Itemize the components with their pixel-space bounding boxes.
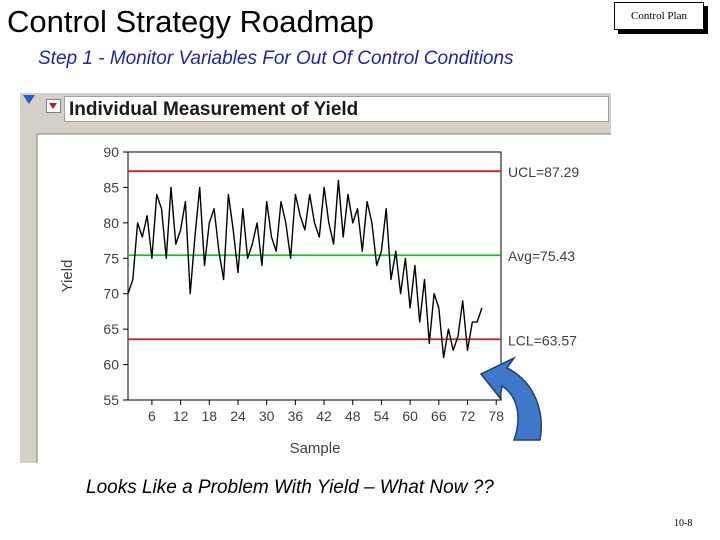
page-number: 10-8: [674, 518, 693, 529]
control-limits: UCL=87.29 Avg=75.43 LCL=63.57: [128, 164, 579, 348]
red-triangle-menu-icon[interactable]: [46, 99, 61, 113]
x-tick-label: 66: [431, 408, 447, 424]
panel-title-box: Individual Measurement of Yield: [64, 96, 609, 122]
yield-series-line: [127, 179, 483, 359]
x-tick-label: 12: [173, 408, 189, 424]
panel-title: Individual Measurement of Yield: [69, 99, 359, 120]
bottom-caption: Looks Like a Problem With Yield – What N…: [86, 477, 494, 498]
plot-area: [127, 151, 502, 401]
avg-label: Avg=75.43: [508, 248, 575, 264]
y-axis-label: Yield: [59, 260, 76, 293]
control-plan-badge: Control Plan: [614, 2, 704, 30]
y-tick-label: 90: [103, 144, 119, 160]
x-tick-label: 72: [460, 408, 476, 424]
y-tick-label: 65: [103, 321, 119, 337]
y-tick-label: 85: [103, 179, 119, 195]
y-tick-label: 55: [103, 392, 119, 408]
x-tick-label: 24: [230, 408, 246, 424]
lcl-label: LCL=63.57: [508, 332, 577, 348]
y-tick-label: 60: [103, 357, 119, 373]
x-tick-label: 54: [374, 408, 390, 424]
x-tick-label: 36: [288, 408, 304, 424]
x-tick-label: 6: [148, 408, 156, 424]
y-tick-label: 80: [103, 215, 119, 231]
x-tick-label: 30: [259, 408, 275, 424]
x-tick-label: 18: [202, 408, 218, 424]
x-tick-label: 42: [316, 408, 332, 424]
panel-header: Individual Measurement of Yield: [20, 93, 611, 125]
ucl-label: UCL=87.29: [508, 164, 579, 180]
slide-title: Control Strategy Roadmap: [7, 4, 375, 39]
x-tick-label: 60: [402, 408, 418, 424]
y-tick-label: 75: [103, 250, 119, 266]
x-tick-label: 78: [488, 408, 504, 424]
y-axis: 55 60 65 70 75 80 85 90: [103, 144, 128, 408]
badge-label: Control Plan: [631, 10, 687, 22]
x-tick-label: 48: [345, 408, 361, 424]
y-tick-label: 70: [103, 286, 119, 302]
x-axis-label: Sample: [290, 440, 341, 457]
slide-subtitle: Step 1 - Monitor Variables For Out Of Co…: [38, 48, 514, 69]
collapse-triangle-icon[interactable]: [23, 95, 35, 104]
control-chart: 55 60 65 70 75 80 85 90 6 12 18 24 30 36 42 48 54 60 66 72…: [33, 131, 611, 463]
